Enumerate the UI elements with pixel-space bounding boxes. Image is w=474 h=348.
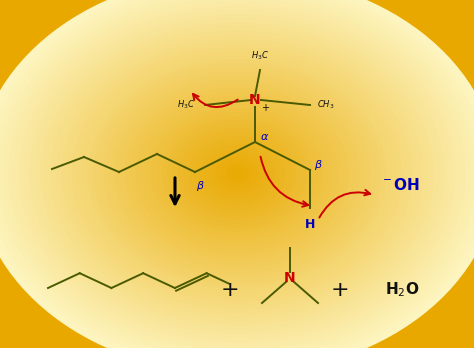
Text: $H_3C$: $H_3C$ xyxy=(251,49,269,62)
Ellipse shape xyxy=(179,129,295,219)
Ellipse shape xyxy=(205,150,269,198)
Ellipse shape xyxy=(136,96,338,252)
Ellipse shape xyxy=(83,56,391,292)
Ellipse shape xyxy=(46,27,428,321)
Ellipse shape xyxy=(51,31,423,317)
Ellipse shape xyxy=(168,121,306,227)
Ellipse shape xyxy=(189,137,285,211)
Text: $CH_3$: $CH_3$ xyxy=(317,99,335,111)
Ellipse shape xyxy=(104,72,370,276)
Ellipse shape xyxy=(152,109,322,239)
Text: +: + xyxy=(331,280,349,300)
Ellipse shape xyxy=(89,60,385,288)
Ellipse shape xyxy=(216,158,258,190)
Ellipse shape xyxy=(9,0,465,348)
Ellipse shape xyxy=(25,11,449,337)
Ellipse shape xyxy=(163,117,311,231)
Text: $\alpha$: $\alpha$ xyxy=(260,132,270,142)
Text: $\beta$: $\beta$ xyxy=(314,158,322,172)
Ellipse shape xyxy=(126,88,348,260)
Ellipse shape xyxy=(221,162,253,186)
Ellipse shape xyxy=(210,153,264,195)
Text: N: N xyxy=(249,93,261,107)
Ellipse shape xyxy=(94,64,380,284)
Text: $H_3C$: $H_3C$ xyxy=(177,99,195,111)
Text: N: N xyxy=(284,271,296,285)
Ellipse shape xyxy=(142,101,332,247)
Ellipse shape xyxy=(78,52,396,296)
Ellipse shape xyxy=(120,84,354,264)
Text: +: + xyxy=(261,103,269,113)
Ellipse shape xyxy=(41,23,433,325)
Ellipse shape xyxy=(62,39,412,309)
Ellipse shape xyxy=(200,145,274,203)
Ellipse shape xyxy=(147,105,327,243)
Ellipse shape xyxy=(184,133,290,215)
Ellipse shape xyxy=(56,35,418,313)
Ellipse shape xyxy=(157,113,317,235)
Ellipse shape xyxy=(30,15,444,333)
Ellipse shape xyxy=(131,92,343,256)
Text: $\beta$: $\beta$ xyxy=(196,179,204,193)
Ellipse shape xyxy=(73,47,401,301)
Ellipse shape xyxy=(36,19,438,329)
Text: H: H xyxy=(305,218,315,231)
Ellipse shape xyxy=(194,141,280,207)
Ellipse shape xyxy=(19,7,455,341)
Ellipse shape xyxy=(227,166,247,182)
Ellipse shape xyxy=(115,80,359,268)
Ellipse shape xyxy=(232,170,242,178)
Text: H$_2$O: H$_2$O xyxy=(385,280,419,299)
Ellipse shape xyxy=(67,44,407,304)
Text: $^-$OH: $^-$OH xyxy=(380,177,420,193)
Text: +: + xyxy=(221,280,239,300)
Ellipse shape xyxy=(109,76,365,272)
Ellipse shape xyxy=(99,68,375,280)
Ellipse shape xyxy=(3,0,471,348)
Ellipse shape xyxy=(14,2,460,346)
Ellipse shape xyxy=(173,125,301,223)
